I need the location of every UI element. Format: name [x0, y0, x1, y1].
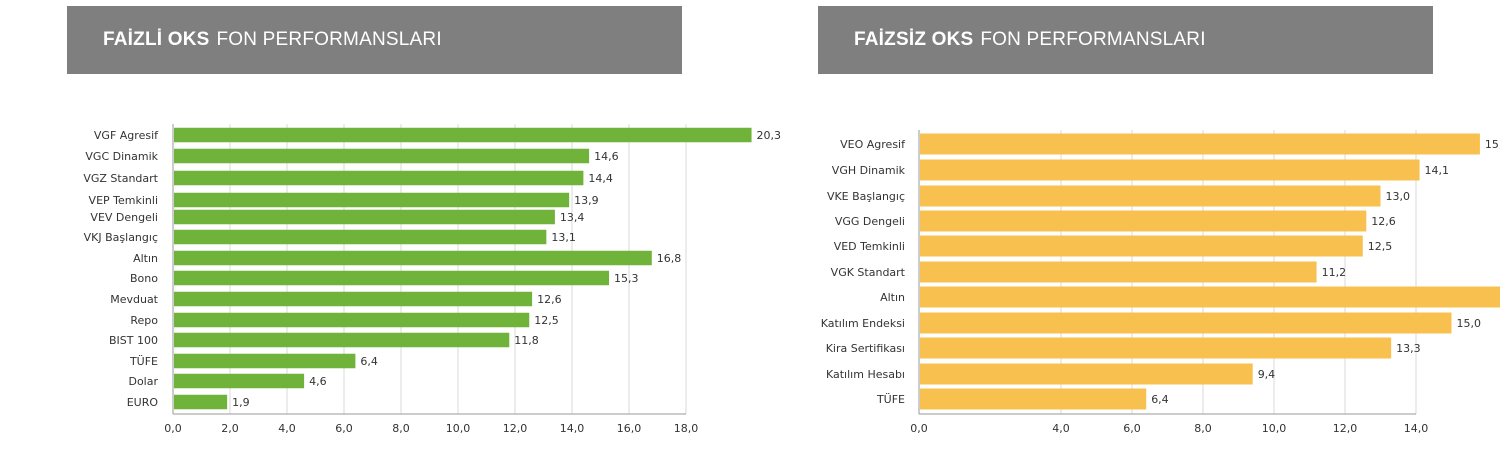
left-category-label: VEV Dengeli	[90, 211, 158, 224]
right-bar	[920, 337, 1392, 359]
right-bar	[920, 159, 1420, 181]
right-value-label: 14,1	[1425, 164, 1450, 177]
left-category-label: VEP Temkinli	[89, 194, 158, 207]
right-value-label: 6,4	[1151, 393, 1169, 406]
left-bar	[174, 229, 547, 245]
left-bar	[174, 312, 530, 328]
left-value-label: 6,4	[360, 355, 378, 368]
left-category-label: Bono	[130, 272, 158, 285]
left-bar	[174, 250, 652, 266]
right-x-tick-label: 8,0	[1194, 422, 1212, 435]
left-value-label: 1,9	[232, 396, 250, 409]
right-category-label: VGG Dengeli	[835, 215, 905, 228]
right-chart-title-bold: FAİZSİZ OKS	[854, 29, 974, 50]
left-x-tick-label: 10,0	[446, 422, 471, 435]
left-category-label: Dolar	[128, 375, 158, 388]
left-chart-title-rest: FON PERFORMANSLARI	[216, 29, 442, 50]
right-category-label: VKE Başlangıç	[827, 190, 905, 203]
left-bar	[174, 332, 510, 348]
right-bar	[920, 261, 1317, 283]
left-value-label: 12,6	[537, 293, 562, 306]
left-x-tick-label: 8,0	[392, 422, 410, 435]
left-value-label: 16,8	[657, 252, 682, 265]
left-category-label: VGC Dinamik	[85, 150, 158, 163]
right-bar	[920, 312, 1452, 334]
right-value-label: 12,5	[1368, 240, 1393, 253]
left-value-label: 15,3	[614, 272, 639, 285]
left-bar	[174, 353, 356, 369]
right-value-label: 12,6	[1371, 215, 1396, 228]
right-category-label: VED Temkinli	[834, 240, 905, 253]
left-value-label: 14,6	[594, 150, 619, 163]
left-bar	[174, 148, 590, 164]
right-category-label: VEO Agresif	[840, 138, 906, 151]
left-x-tick-label: 0,0	[164, 422, 182, 435]
left-x-tick-label: 6,0	[335, 422, 353, 435]
left-value-label: 14,4	[588, 172, 613, 185]
right-value-label: 15,8	[1485, 138, 1500, 151]
right-value-label: 11,2	[1322, 266, 1347, 279]
left-bar	[174, 394, 228, 410]
right-value-label: 13,3	[1396, 342, 1421, 355]
left-bar	[174, 209, 555, 225]
right-bar	[920, 363, 1253, 385]
right-category-label: VGK Standart	[831, 266, 906, 279]
left-category-label: Mevduat	[110, 293, 158, 306]
left-bar	[174, 127, 752, 143]
left-x-tick-label: 12,0	[503, 422, 528, 435]
left-category-label: VKJ Başlangıç	[84, 231, 158, 244]
left-bar	[174, 270, 610, 286]
right-bar	[920, 185, 1381, 207]
left-x-tick-label: 14,0	[560, 422, 585, 435]
left-category-label: Altın	[133, 252, 158, 265]
left-x-tick-label: 2,0	[221, 422, 239, 435]
left-category-label: TÜFE	[129, 355, 158, 368]
left-bar	[174, 192, 570, 208]
right-x-tick-label: 10,0	[1262, 422, 1287, 435]
left-category-label: BIST 100	[109, 334, 158, 347]
right-x-tick-label: 12,0	[1333, 422, 1358, 435]
left-x-tick-label: 16,0	[617, 422, 642, 435]
left-category-label: VGF Agresif	[94, 129, 159, 142]
left-x-tick-label: 4,0	[278, 422, 296, 435]
right-category-label: VGH Dinamik	[832, 164, 906, 177]
left-chart-title-bold: FAİZLİ OKS	[103, 29, 210, 50]
right-category-label: Kira Sertifikası	[826, 342, 905, 355]
left-value-label: 11,8	[514, 334, 539, 347]
left-value-label: 13,4	[560, 211, 585, 224]
right-x-tick-label: 14,0	[1404, 422, 1429, 435]
right-value-label: 15,0	[1457, 317, 1482, 330]
right-chart-title-banner: FAİZSİZ OKS FON PERFORMANSLARI	[818, 6, 1433, 74]
right-bar	[920, 388, 1147, 410]
right-category-label: Katılım Endeksi	[821, 317, 905, 330]
right-value-label: 13,0	[1386, 190, 1411, 203]
left-bar	[174, 170, 584, 186]
left-value-label: 20,3	[757, 129, 782, 142]
left-value-label: 13,1	[551, 231, 576, 244]
left-value-label: 4,6	[309, 375, 327, 388]
right-x-tick-label: 0,0	[910, 422, 928, 435]
left-category-label: EURO	[127, 396, 159, 409]
left-x-tick-label: 18,0	[674, 422, 699, 435]
left-value-label: 13,9	[574, 194, 599, 207]
right-x-tick-label: 4,0	[1052, 422, 1070, 435]
right-chart-title-rest: FON PERFORMANSLARI	[980, 29, 1206, 50]
right-value-label: 9,4	[1258, 368, 1276, 381]
right-x-tick-label: 6,0	[1123, 422, 1141, 435]
right-bar	[920, 133, 1480, 155]
right-category-label: Altın	[880, 291, 905, 304]
right-category-label: TÜFE	[876, 393, 905, 406]
right-category-label: Katılım Hesabı	[826, 368, 905, 381]
left-bar	[174, 291, 533, 307]
left-chart-title-banner: FAİZLİ OKS FON PERFORMANSLARI	[67, 6, 682, 74]
right-bar	[920, 210, 1367, 232]
left-value-label: 12,5	[534, 314, 559, 327]
right-bar	[920, 286, 1500, 308]
left-category-label: Repo	[130, 314, 158, 327]
left-category-label: VGZ Standart	[83, 172, 158, 185]
right-bar	[920, 235, 1363, 257]
left-bar	[174, 373, 305, 389]
